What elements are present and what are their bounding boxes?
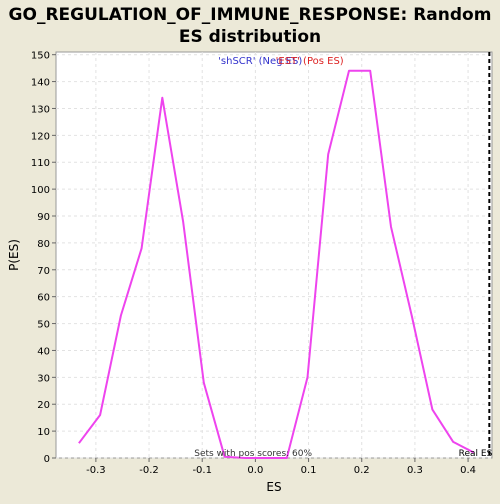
y-tick-label: 10 xyxy=(37,427,50,438)
y-tick-label: 80 xyxy=(37,239,50,250)
data-point xyxy=(120,315,122,317)
y-tick-label: 90 xyxy=(37,212,50,223)
es-distribution-line xyxy=(78,69,475,459)
data-point xyxy=(307,377,309,379)
y-tick-label: 60 xyxy=(37,293,50,304)
data-point xyxy=(327,153,329,155)
data-point xyxy=(182,221,184,223)
y-tick-label: 50 xyxy=(37,320,50,331)
y-axis-label: P(ES) xyxy=(7,239,21,271)
axes: 0 10 20 30 40 50 60 70 80 90 100 110 120 130 140 150 -0.… xyxy=(31,51,476,476)
y-tick-label: 150 xyxy=(31,51,50,62)
x-tick-label: 0.1 xyxy=(301,465,317,476)
data-point xyxy=(162,97,164,99)
data-point xyxy=(348,70,350,72)
data-point xyxy=(369,70,371,72)
data-point xyxy=(411,315,413,317)
data-point xyxy=(390,226,392,228)
y-tick-label: 30 xyxy=(37,373,50,384)
y-tick-label: 0 xyxy=(44,454,50,465)
x-axis-label: ES xyxy=(266,480,281,494)
y-tick-label: 20 xyxy=(37,400,50,411)
plot-area xyxy=(55,51,493,459)
x-tick-label: -0.2 xyxy=(139,465,159,476)
chart-title-line1: GO_REGULATION_OF_IMMUNE_RESPONSE: Random xyxy=(9,5,492,25)
x-tick-label: 0.0 xyxy=(247,465,263,476)
data-point xyxy=(203,382,205,384)
y-tick-label: 140 xyxy=(31,78,50,89)
data-point xyxy=(99,414,101,416)
chart-title-line2: ES distribution xyxy=(179,27,321,47)
x-tick-label: 0.3 xyxy=(407,465,423,476)
x-tick-label: 0.4 xyxy=(460,465,476,476)
x-tick-label: -0.1 xyxy=(192,465,212,476)
data-point xyxy=(432,409,434,411)
y-tick-label: 40 xyxy=(37,346,50,357)
x-tick-label: -0.3 xyxy=(86,465,106,476)
grid-lines xyxy=(56,52,492,459)
legend-pos-label: 'EST' (Pos ES) xyxy=(276,56,344,67)
real-es-label: Real ES xyxy=(459,449,493,459)
data-point xyxy=(141,247,143,249)
pos-scores-annotation: Sets with pos scores: 60% xyxy=(194,449,312,459)
y-tick-label: 120 xyxy=(31,131,50,142)
series-layer xyxy=(78,69,475,459)
data-point xyxy=(78,442,80,444)
legend-neg-label: 'shSCR' (Neg ES) xyxy=(218,56,302,67)
data-point xyxy=(452,441,454,443)
y-tick-label: 130 xyxy=(31,104,50,115)
y-tick-label: 100 xyxy=(31,185,50,196)
y-tick-label: 70 xyxy=(37,266,50,277)
x-tick-label: 0.2 xyxy=(354,465,370,476)
y-tick-label: 110 xyxy=(31,158,50,169)
